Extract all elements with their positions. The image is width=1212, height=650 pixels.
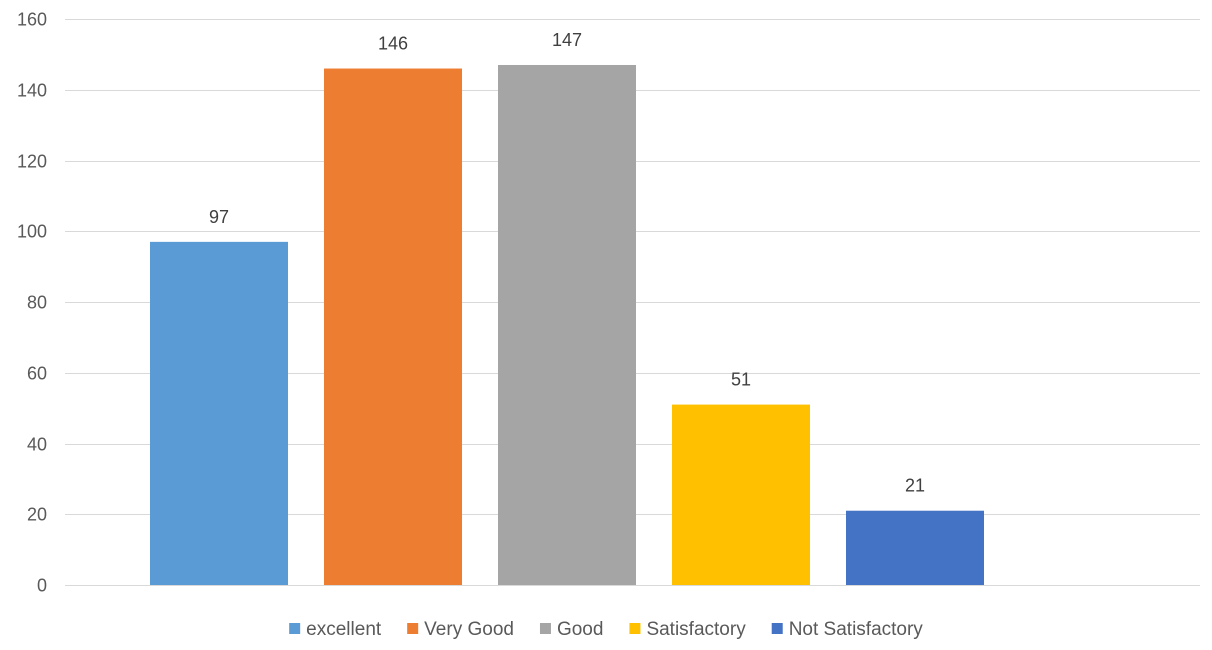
legend-label-satisfactory: Satisfactory <box>646 619 746 640</box>
y-tick-label-0: 0 <box>37 576 47 596</box>
y-tick-label-100: 100 <box>17 222 47 242</box>
legend: excellent Very Good Good Satisfactory Not Sa… <box>289 619 923 640</box>
legend-swatch-satisfactory <box>629 623 641 634</box>
legend-label-good: Good <box>557 619 603 640</box>
legend-swatch-excellent <box>289 623 301 634</box>
legend-swatch-very-good <box>407 623 419 634</box>
bar-satisfactory <box>672 404 810 585</box>
data-label-good: 147 <box>552 30 582 50</box>
y-tick-label-80: 80 <box>27 293 47 313</box>
y-tick-label-140: 140 <box>17 81 47 101</box>
legend-label-very-good: Very Good <box>424 619 514 640</box>
bar-good <box>498 64 636 586</box>
bar-excellent <box>150 241 288 586</box>
bar-not-satisfactory <box>846 510 984 585</box>
y-tick-label-160: 160 <box>17 10 47 30</box>
y-tick-label-40: 40 <box>27 435 47 455</box>
data-label-not-satisfactory: 21 <box>905 476 925 496</box>
data-label-very-good: 146 <box>378 34 408 54</box>
bars <box>150 64 984 586</box>
data-labels: 97 146 147 51 21 <box>209 30 925 496</box>
y-axis-ticks: 0 20 40 60 80 100 120 140 160 <box>17 10 47 596</box>
y-tick-label-120: 120 <box>17 152 47 172</box>
bar-very-good <box>324 68 462 585</box>
legend-swatch-good <box>539 623 551 634</box>
y-tick-label-20: 20 <box>27 505 47 525</box>
y-tick-label-60: 60 <box>27 364 47 384</box>
data-label-excellent: 97 <box>209 207 229 227</box>
data-label-satisfactory: 51 <box>731 370 751 390</box>
legend-label-not-satisfactory: Not Satisfactory <box>789 619 924 640</box>
legend-label-excellent: excellent <box>306 619 382 640</box>
legend-swatch-not-satisfactory <box>771 623 783 634</box>
